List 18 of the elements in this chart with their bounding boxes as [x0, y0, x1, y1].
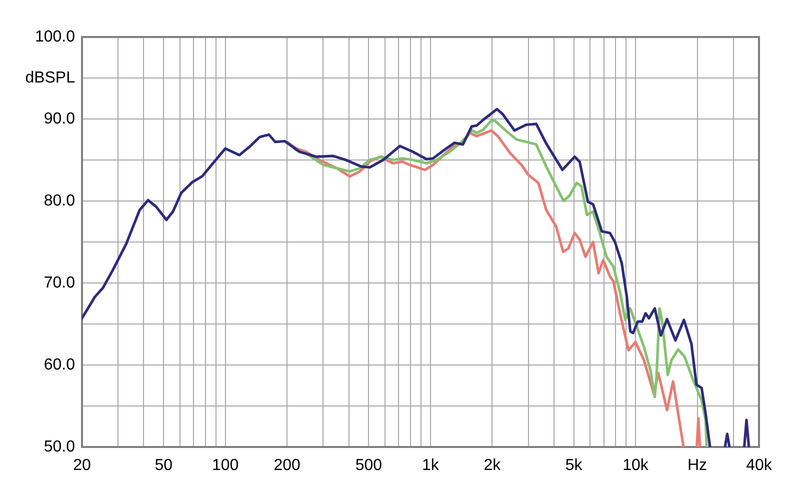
x-tick-label: 1k: [422, 457, 440, 474]
x-tick-label: 2k: [484, 457, 502, 474]
x-tick-label: 20: [73, 457, 91, 474]
x-tick-label: 200: [274, 457, 301, 474]
x-tick-label: 50: [154, 457, 173, 474]
x-tick-label: 100: [212, 457, 239, 474]
y-tick-label: dBSPL: [25, 69, 76, 86]
y-tick-label: 100.0: [34, 28, 76, 46]
x-tick-label: 5k: [565, 457, 584, 474]
y-tick-label: 90.0: [44, 110, 76, 128]
x-tick-label: 500: [355, 457, 382, 474]
y-tick-label: 70.0: [44, 274, 76, 292]
x-tick-label: 10k: [622, 457, 650, 474]
y-tick-label: 80.0: [44, 192, 76, 210]
x-tick-label: 40k: [746, 457, 773, 474]
x-tick-label: Hz: [687, 457, 708, 474]
y-tick-label: 60.0: [44, 356, 76, 374]
y-tick-label: 50.0: [44, 438, 76, 456]
